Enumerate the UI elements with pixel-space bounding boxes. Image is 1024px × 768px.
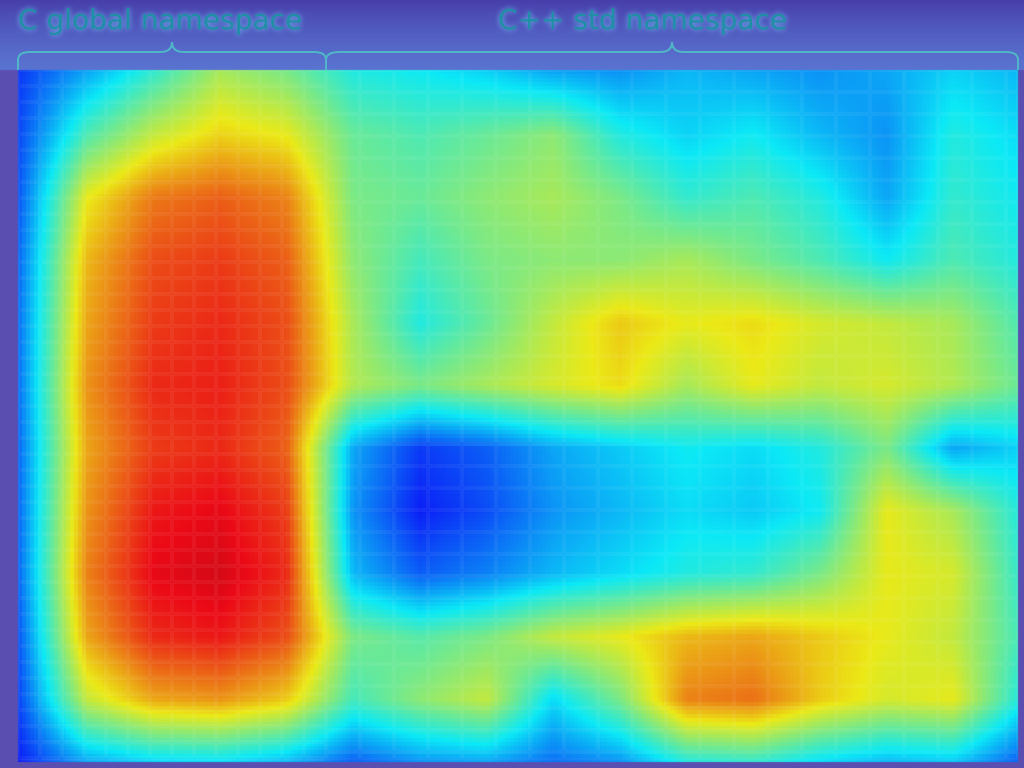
cpp-std-namespace-label: C++ std namespace [498,3,788,36]
c-global-namespace-label: C global namespace [18,3,303,36]
